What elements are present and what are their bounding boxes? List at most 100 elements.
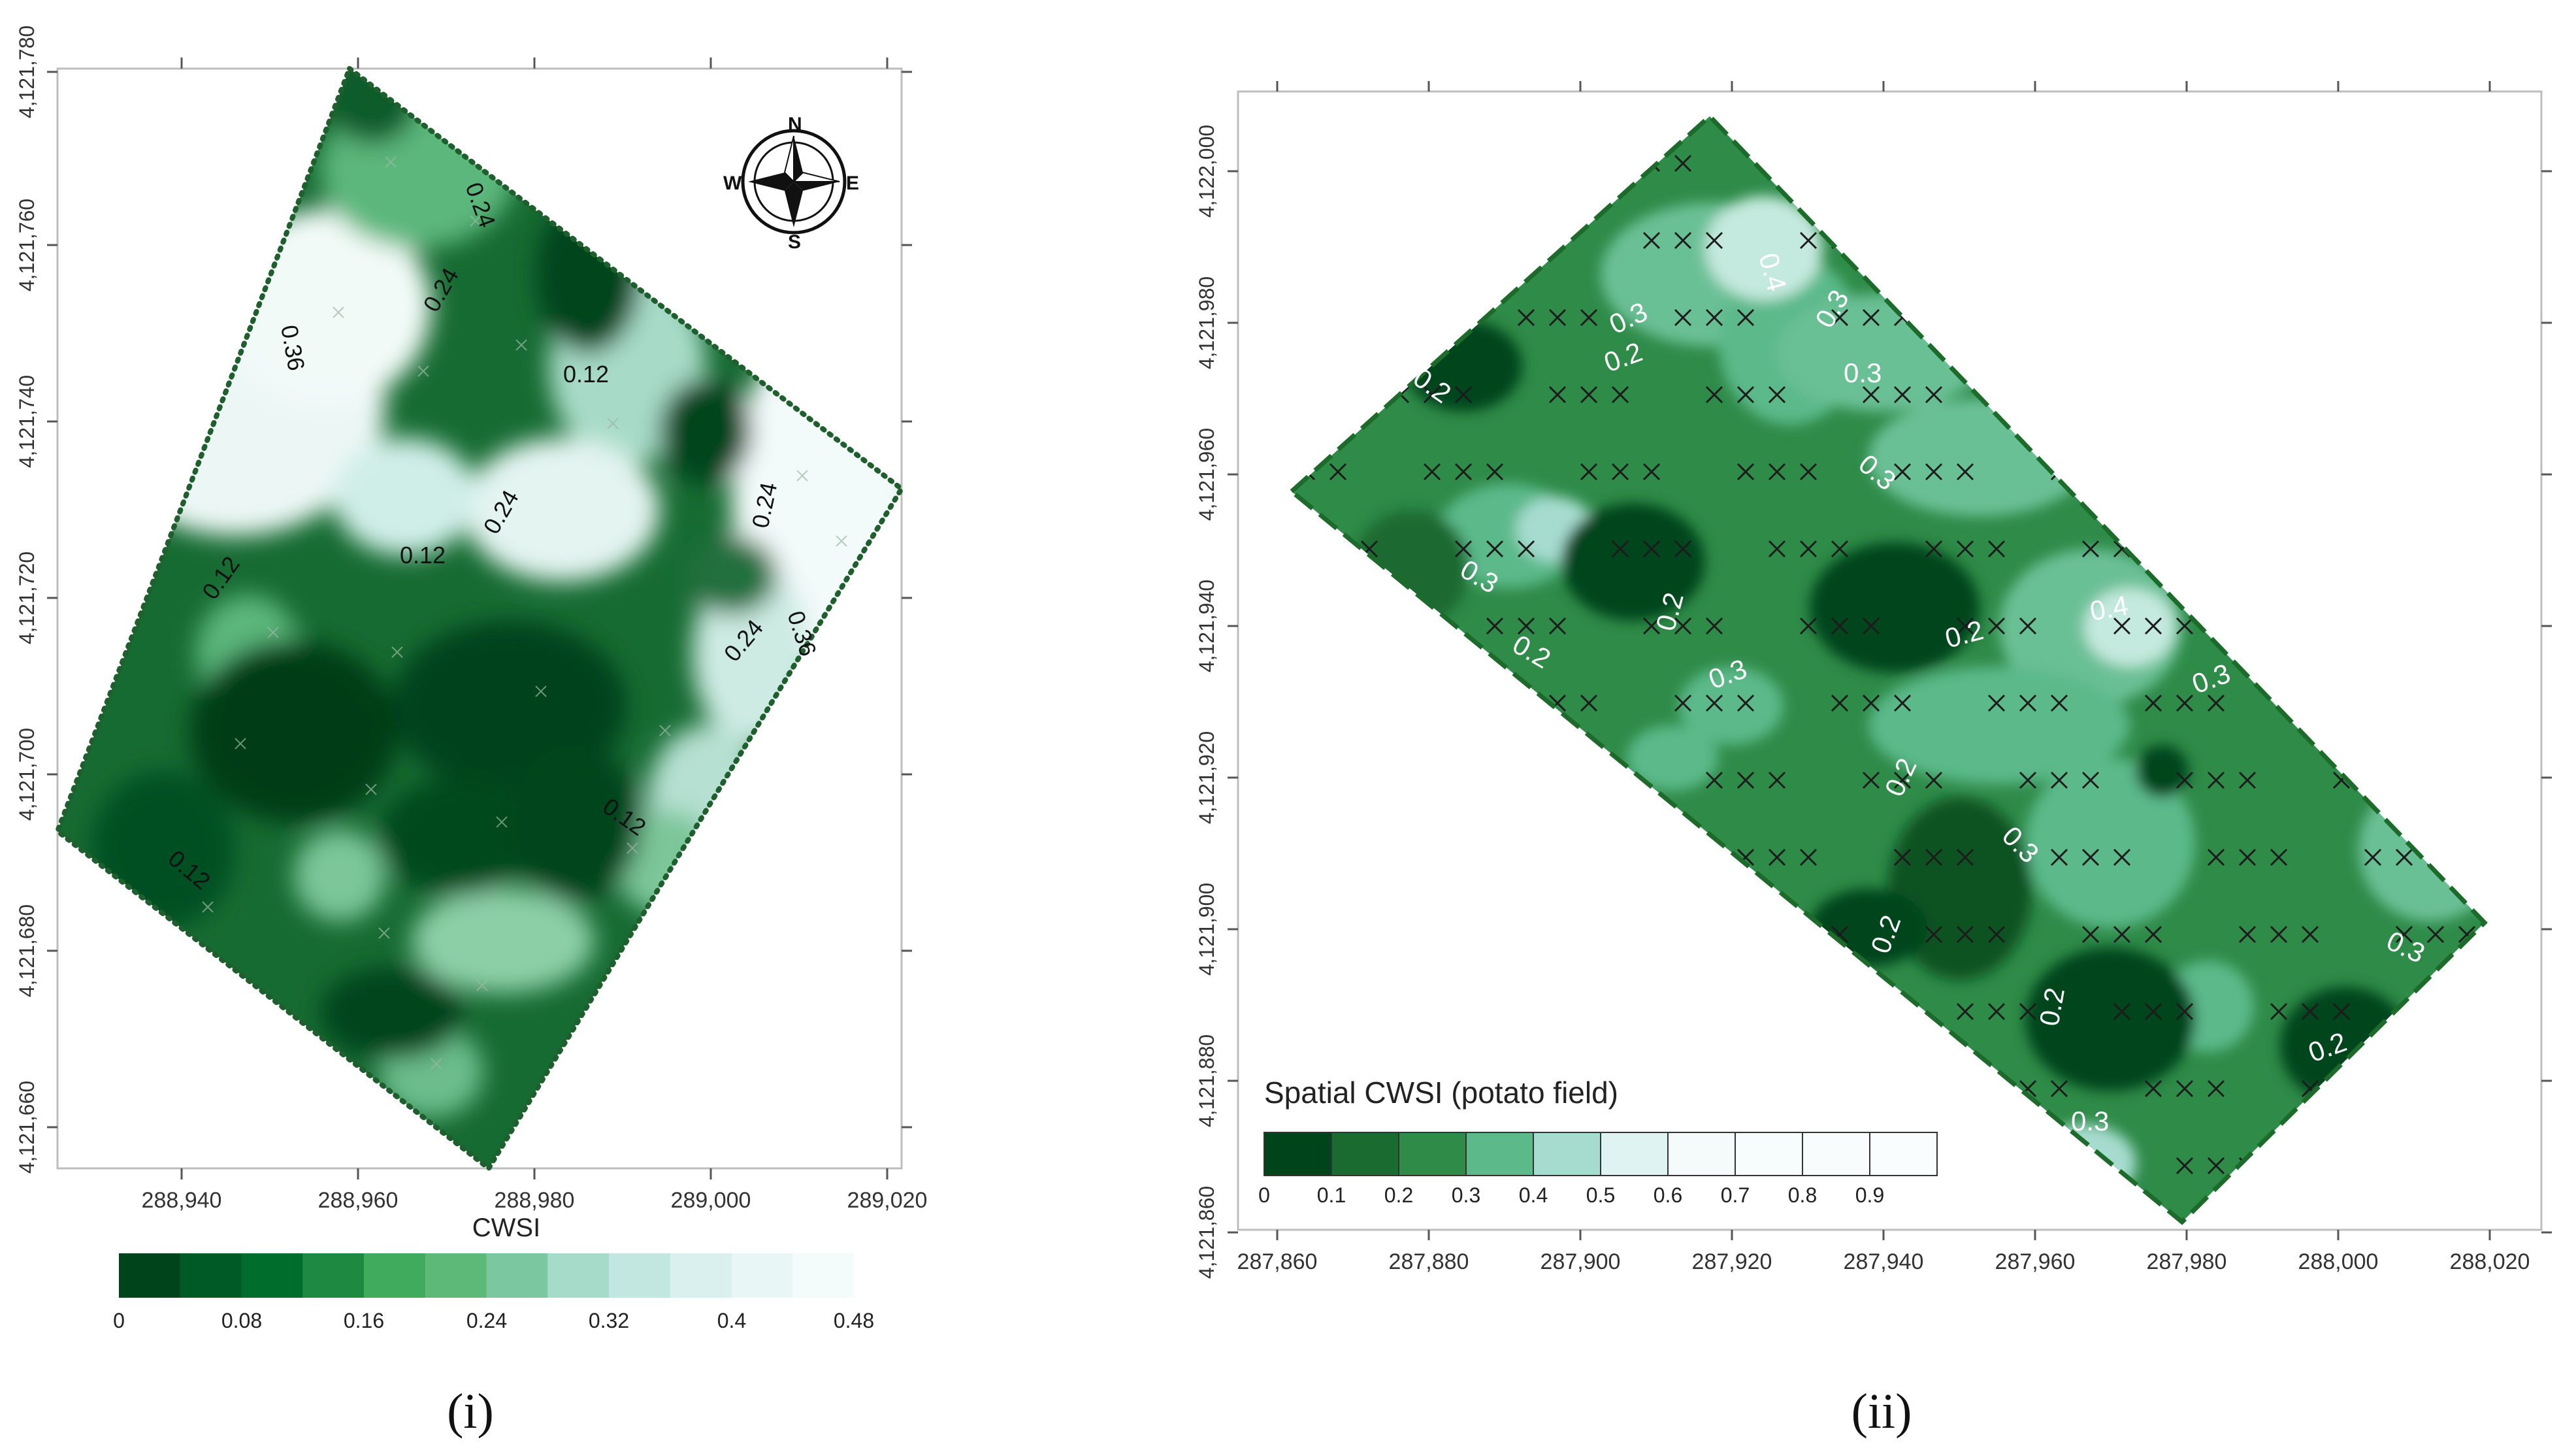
panel-ii-sample-point-mark — [2019, 771, 2037, 789]
panel-ii-sample-point-mark — [1642, 231, 1661, 250]
panel-i-y-ticks — [47, 71, 912, 1129]
panel-ii-sample-point-mark — [2144, 694, 2162, 712]
panel-ii-x-tick-label: 287,920 — [1692, 1249, 1772, 1274]
panel-ii-legend-swatch — [1600, 1132, 1669, 1176]
panel-ii-y-tick-label: 4,121,940 — [1195, 580, 1218, 672]
panel-ii-sample-point-mark — [2207, 1079, 2225, 1098]
compass-e: E — [846, 173, 859, 194]
panel-ii-sample-point-mark — [2395, 848, 2413, 866]
panel-ii-sample-point-mark — [2270, 925, 2288, 944]
panel-i-legend-label: 0.08 — [221, 1309, 262, 1332]
panel-i-caption: (i) — [447, 1384, 494, 1439]
panel-i-y-tick-labels: 4,121,660 4,121,680 4,121,700 4,121,720 … — [15, 25, 39, 1174]
panel-i-y-tick-label: 4,121,740 — [15, 375, 39, 468]
panel-ii-y-tick-label: 4,121,980 — [1195, 276, 1218, 369]
panel-ii-sample-point-mark — [1705, 694, 1723, 712]
panel-ii-sample-point-mark — [1956, 925, 1974, 944]
panel-i-y-tick-label: 4,121,660 — [15, 1081, 39, 1174]
panel-ii-sample-point-mark — [2238, 848, 2257, 866]
panel-ii-sample-point-mark — [2238, 771, 2257, 789]
panel-ii-sample-point-mark — [2050, 848, 2068, 866]
panel-ii-sample-point-mark — [1862, 617, 1880, 635]
panel-ii-sample-point-mark — [1736, 694, 1755, 712]
panel-ii-y-tick-label: 4,121,920 — [1195, 731, 1218, 824]
panel-ii-sample-point-mark — [2144, 925, 2162, 944]
panel-i-legend-label: 0.4 — [717, 1309, 746, 1332]
panel-i-legend-swatch — [241, 1253, 303, 1298]
panel-i-y-tick-label: 4,121,720 — [15, 552, 39, 644]
panel-ii-sample-point-mark — [2270, 848, 2288, 866]
panel-ii-sample-point-mark — [1736, 771, 1755, 789]
panel-i-legend-swatches — [119, 1253, 855, 1298]
panel-ii-sample-point-mark — [1956, 617, 1974, 635]
panel-i-legend-swatch — [670, 1253, 732, 1298]
panel-ii-sample-point-mark — [1611, 463, 1629, 481]
panel-ii-sample-point-mark — [1987, 1002, 2006, 1021]
panel-ii-sample-point-mark — [1517, 308, 1535, 327]
panel-ii-legend-swatch — [1264, 1132, 1332, 1176]
panel-ii-sample-point-mark — [1548, 617, 1567, 635]
panel-ii-sample-point-mark — [1642, 540, 1661, 558]
panel-ii-sample-point-mark — [2176, 1079, 2194, 1098]
panel-i-y-tick-label: 4,121,680 — [15, 904, 39, 997]
panel-ii-legend-swatch — [1465, 1132, 1534, 1176]
panel-ii-sample-point-mark — [1736, 386, 1755, 404]
panel-i-x-tick-label: 288,980 — [495, 1188, 575, 1213]
panel-ii-sample-point-mark — [1893, 848, 1912, 866]
panel-ii-legend-swatch — [1735, 1132, 1803, 1176]
panel-i-legend-swatch — [119, 1253, 181, 1298]
panel-ii-sample-point-mark — [1642, 463, 1661, 481]
panel-ii-sample-point-mark — [2395, 925, 2413, 944]
panel-ii-sample-point-mark — [2019, 694, 2037, 712]
panel-ii-sample-point-mark — [1517, 617, 1535, 635]
panel-i-contour-label: 0.12 — [400, 542, 446, 568]
panel-i-x-tick-label: 289,020 — [847, 1188, 928, 1213]
panel-i-y-tick-label: 4,121,780 — [15, 25, 39, 118]
panel-i-x-ticks — [180, 58, 889, 1179]
panel-ii-sample-point-mark — [1611, 386, 1629, 404]
panel-ii-x-tick-label: 287,940 — [1844, 1249, 1924, 1274]
compass-n: N — [788, 114, 802, 135]
panel-ii-contour-label: 0.3 — [2071, 1106, 2109, 1136]
panel-ii-legend-label: 0.5 — [1586, 1183, 1615, 1207]
panel-i-legend-swatch — [364, 1253, 426, 1298]
panel-ii-legend-label: 0.2 — [1384, 1183, 1413, 1207]
panel-ii-sample-point-mark — [1956, 540, 1974, 558]
panel-i-field-boundary — [54, 64, 905, 1172]
panel-ii-sample-point-mark — [1831, 308, 1849, 327]
panel-ii-sample-point-mark — [2301, 1079, 2319, 1098]
panel-i-x-tick-label: 289,000 — [671, 1188, 751, 1213]
panel-ii-sample-point-mark — [1768, 386, 1786, 404]
panel-ii-sample-point-mark — [1548, 308, 1567, 327]
panel-ii-sample-point-mark — [1580, 386, 1598, 404]
panel-ii-caption: (ii) — [1851, 1384, 1912, 1439]
panel-ii-sample-point-mark — [2301, 1002, 2319, 1021]
panel-ii-sample-point-mark — [1642, 617, 1661, 635]
panel-ii-sample-point-mark — [1956, 848, 1974, 866]
panel-ii-x-tick-label: 287,860 — [1237, 1249, 1318, 1274]
panel-ii-sample-point-mark — [1486, 617, 1504, 635]
panel-ii-y-tick-label: 4,121,880 — [1195, 1034, 1218, 1127]
panel-ii-sample-point-mark — [2176, 771, 2194, 789]
panel-ii-sample-point-mark — [2050, 694, 2068, 712]
panel-ii-sample-point-mark — [1925, 925, 1943, 944]
panel-ii-sample-point-mark — [1987, 540, 2006, 558]
panel-ii-sample-point-mark — [1768, 540, 1786, 558]
panel-ii-sample-point-mark — [1329, 463, 1347, 481]
panel-ii-sample-point-mark — [2176, 1157, 2194, 1175]
panel-i-legend-swatch — [486, 1253, 548, 1298]
panel-ii-sample-point-mark — [1674, 231, 1692, 250]
panel-ii-sample-point-mark — [2332, 1002, 2351, 1021]
panel-ii-sample-point-mark — [1987, 925, 2006, 944]
panel-ii-sample-point-mark — [1893, 771, 1912, 789]
panel-ii-sample-point-mark — [1705, 771, 1723, 789]
panel-ii-sample-point-mark — [1799, 848, 1818, 866]
panel-ii-sample-point-mark — [2176, 617, 2194, 635]
panel-ii-sample-point-mark — [1893, 694, 1912, 712]
panel-i-legend-label: 0 — [113, 1309, 125, 1332]
panel-ii-sample-point-mark — [1799, 463, 1818, 481]
panel-ii-sample-point-mark — [2081, 771, 2100, 789]
panel-ii-sample-point-mark — [1768, 463, 1786, 481]
panel-ii-legend-swatch — [1869, 1132, 1938, 1176]
panel-ii-legend-label: 0.4 — [1519, 1183, 1548, 1207]
